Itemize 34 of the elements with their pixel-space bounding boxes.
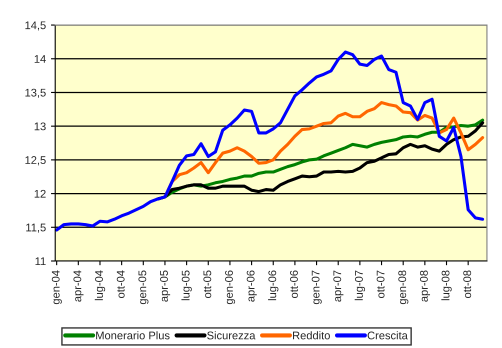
x-tick-label: gen-06 — [225, 270, 236, 304]
x-tick-label: apr-06 — [246, 270, 257, 302]
y-tick-label: 12,5 — [25, 156, 46, 166]
x-tick-label: gen-04 — [52, 270, 62, 304]
x-tick-label: ott-06 — [290, 270, 298, 298]
x-tick-label: ott-05 — [203, 270, 212, 298]
y-tick-label: 11 — [36, 257, 46, 266]
x-tick-label: lug-05 — [181, 270, 192, 300]
line-series — [55, 50, 484, 232]
x-tick-label: apr-07 — [333, 270, 344, 302]
line-series — [163, 101, 484, 198]
x-tick-label: ott-07 — [376, 270, 385, 298]
x-tick-label: lug-07 — [354, 270, 366, 300]
x-tick-label: gen-07 — [312, 270, 322, 304]
legend-label: Reddito — [293, 331, 330, 340]
y-tick-label: 13,5 — [25, 88, 46, 98]
x-tick-label: apr-04 — [73, 270, 84, 302]
x-tick-label: ott-08 — [463, 270, 472, 298]
x-tick-label: lug-06 — [268, 270, 278, 300]
legend-label: Monerario Plus — [96, 331, 170, 340]
x-tick-label: gen-08 — [398, 270, 408, 304]
y-tick-label: 14,5 — [25, 21, 46, 31]
x-tick-label: lug-08 — [441, 270, 452, 300]
x-tick-label: apr-05 — [160, 270, 170, 302]
y-tick-label: 12 — [34, 190, 46, 198]
legend-label: Crescita — [368, 331, 408, 340]
x-tick-label: lug-04 — [94, 270, 106, 300]
y-tick-label: 13 — [34, 122, 46, 130]
y-tick-label: 11,5 — [26, 224, 46, 233]
x-tick-label: apr-08 — [420, 270, 430, 302]
legend-label: Sicurezza — [207, 331, 256, 340]
y-tick-label: 14 — [34, 55, 46, 63]
x-tick-label: ott-04 — [116, 270, 125, 298]
x-tick-label: gen-05 — [138, 270, 148, 304]
